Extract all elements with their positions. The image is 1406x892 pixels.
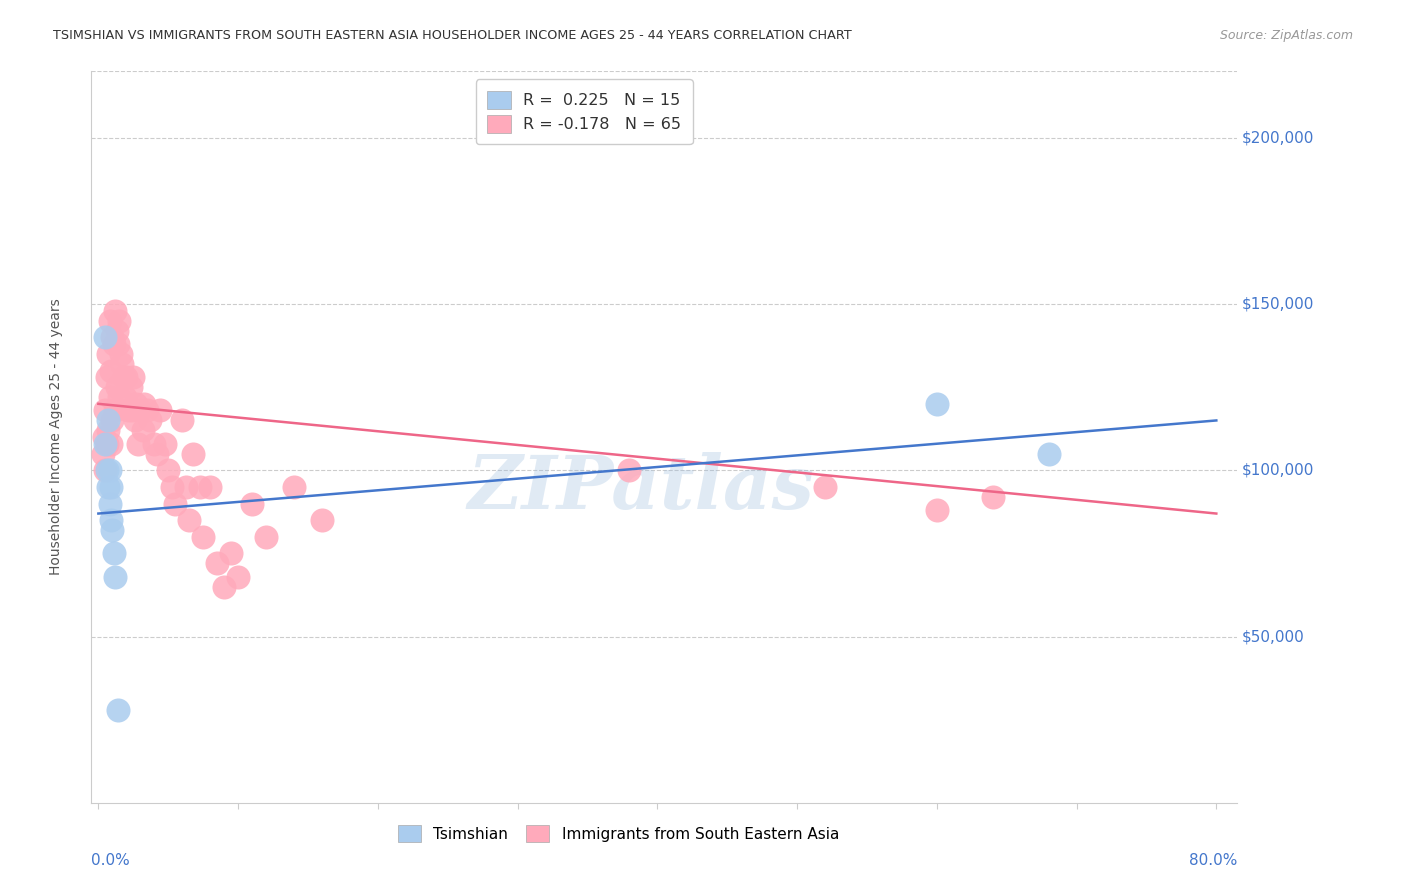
Text: ZIPatlas: ZIPatlas xyxy=(468,452,815,524)
Text: 0.0%: 0.0% xyxy=(91,853,131,868)
Text: Householder Income Ages 25 - 44 years: Householder Income Ages 25 - 44 years xyxy=(49,299,63,575)
Point xyxy=(104,303,127,318)
Point xyxy=(183,447,205,461)
Point xyxy=(117,403,139,417)
Point xyxy=(981,490,1004,504)
Point xyxy=(165,497,187,511)
Point xyxy=(101,413,124,427)
Point xyxy=(122,370,145,384)
Point xyxy=(198,480,221,494)
Point xyxy=(98,497,121,511)
Point xyxy=(94,463,117,477)
Point xyxy=(101,330,124,344)
Point xyxy=(132,424,155,438)
Point xyxy=(136,403,159,417)
Point xyxy=(97,424,120,438)
Point xyxy=(157,463,180,477)
Point xyxy=(205,557,228,571)
Point xyxy=(127,436,149,450)
Point xyxy=(108,314,131,328)
Point xyxy=(91,447,114,461)
Point xyxy=(93,430,115,444)
Point xyxy=(98,463,121,477)
Point xyxy=(155,436,177,450)
Point xyxy=(121,403,143,417)
Point xyxy=(226,570,249,584)
Point xyxy=(97,347,120,361)
Point xyxy=(219,546,242,560)
Point xyxy=(112,370,135,384)
Point xyxy=(103,546,125,560)
Point xyxy=(212,580,235,594)
Point xyxy=(139,413,162,427)
Point xyxy=(97,413,120,427)
Point xyxy=(107,337,129,351)
Point xyxy=(311,513,333,527)
Point xyxy=(94,330,117,344)
Text: $50,000: $50,000 xyxy=(1241,629,1305,644)
Point xyxy=(162,480,184,494)
Point xyxy=(114,390,136,404)
Text: $100,000: $100,000 xyxy=(1241,463,1313,478)
Point xyxy=(814,480,837,494)
Point xyxy=(619,463,641,477)
Point xyxy=(97,480,120,494)
Point xyxy=(108,390,131,404)
Text: TSIMSHIAN VS IMMIGRANTS FROM SOUTH EASTERN ASIA HOUSEHOLDER INCOME AGES 25 - 44 : TSIMSHIAN VS IMMIGRANTS FROM SOUTH EASTE… xyxy=(53,29,852,42)
Point xyxy=(143,436,166,450)
Point xyxy=(104,403,127,417)
Point xyxy=(129,403,152,417)
Point xyxy=(98,390,121,404)
Point xyxy=(172,413,194,427)
Point xyxy=(105,324,128,338)
Point xyxy=(125,397,148,411)
Point xyxy=(190,480,212,494)
Point xyxy=(96,463,118,477)
Point xyxy=(100,436,122,450)
Text: $200,000: $200,000 xyxy=(1241,130,1313,145)
Point xyxy=(98,314,121,328)
Point xyxy=(110,347,132,361)
Point xyxy=(104,570,127,584)
Point xyxy=(146,447,169,461)
Point xyxy=(254,530,277,544)
Point xyxy=(107,703,129,717)
Point xyxy=(149,403,172,417)
Point xyxy=(101,523,124,537)
Point xyxy=(240,497,263,511)
Point xyxy=(176,480,198,494)
Point xyxy=(96,436,118,450)
Point xyxy=(111,357,134,371)
Point xyxy=(96,370,118,384)
Point xyxy=(134,397,156,411)
Point xyxy=(94,403,117,417)
Text: Source: ZipAtlas.com: Source: ZipAtlas.com xyxy=(1219,29,1353,42)
Point xyxy=(100,363,122,377)
Point xyxy=(179,513,201,527)
Legend: Tsimshian, Immigrants from South Eastern Asia: Tsimshian, Immigrants from South Eastern… xyxy=(391,817,846,850)
Point xyxy=(115,370,138,384)
Point xyxy=(925,503,948,517)
Point xyxy=(94,436,117,450)
Point xyxy=(925,397,948,411)
Text: $150,000: $150,000 xyxy=(1241,297,1313,311)
Text: 80.0%: 80.0% xyxy=(1189,853,1237,868)
Point xyxy=(193,530,215,544)
Point xyxy=(100,513,122,527)
Point xyxy=(124,413,146,427)
Point xyxy=(100,480,122,494)
Point xyxy=(120,380,142,394)
Point xyxy=(105,380,128,394)
Point xyxy=(283,480,305,494)
Point xyxy=(1038,447,1060,461)
Point xyxy=(103,337,125,351)
